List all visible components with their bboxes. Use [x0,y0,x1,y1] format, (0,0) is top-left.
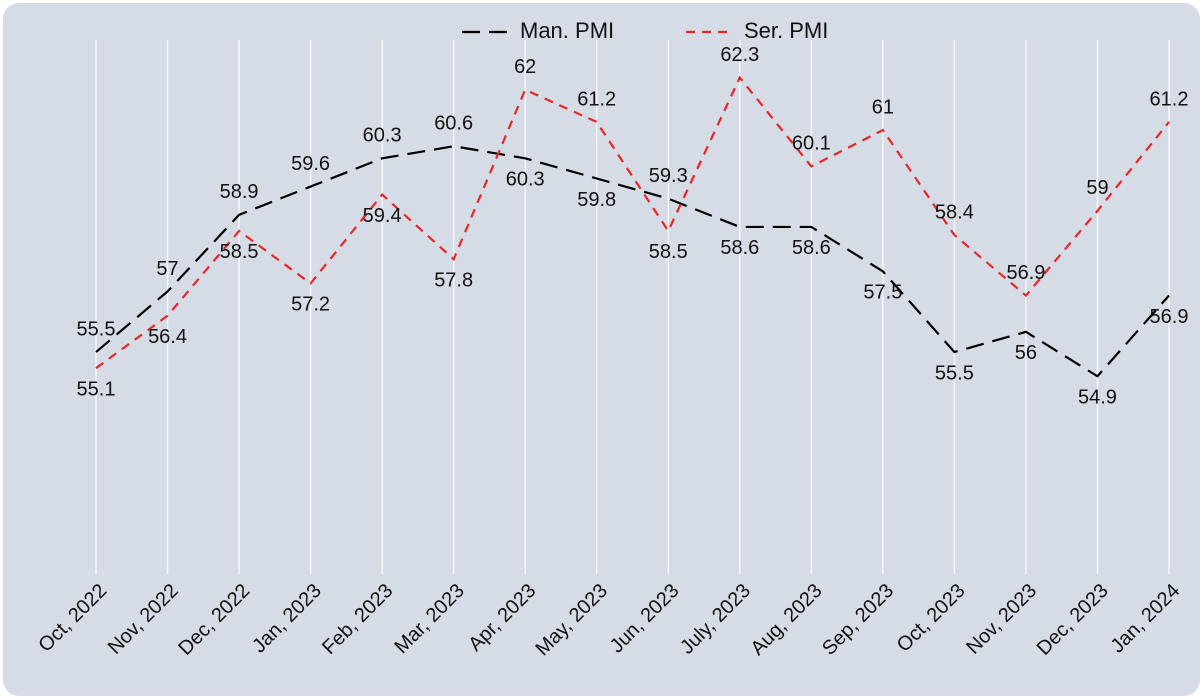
data-label: 61.2 [577,88,616,110]
data-label: 56.9 [1006,262,1045,284]
data-label: 57.5 [863,282,902,304]
data-label: 55.5 [935,362,974,384]
data-label: 60.1 [792,133,831,155]
data-label: 55.1 [77,378,116,400]
data-label: 60.6 [434,112,473,134]
data-label: 61.2 [1150,88,1189,110]
data-label: 59 [1086,177,1108,199]
data-label: 60.3 [363,125,402,147]
data-label: 58.5 [220,241,259,263]
data-label: 55.5 [77,318,116,340]
data-label: 56 [1015,342,1037,364]
data-label: 60.3 [506,169,545,191]
data-label: 59.8 [577,189,616,211]
data-label: 57 [156,258,178,280]
legend-label: Man. PMI [520,18,614,43]
data-label: 56.9 [1150,306,1189,328]
series-line [95,75,1170,370]
data-label: 61 [872,96,894,118]
data-label: 59.6 [291,153,330,175]
data-label: 58.6 [792,237,831,259]
data-label: 57.8 [434,269,473,291]
data-label: 54.9 [1078,387,1117,409]
data-label: 56.4 [148,326,187,348]
series-line [95,145,1170,378]
data-label: 59.3 [649,165,688,187]
data-label: 58.6 [720,237,759,259]
data-label: 62.3 [720,44,759,66]
data-label: 58.4 [935,201,974,223]
data-label: 62 [514,56,536,78]
data-label: 59.4 [363,205,402,227]
legend-label: Ser. PMI [744,18,828,43]
data-label: 58.5 [649,241,688,263]
data-label: 57.2 [291,294,330,316]
data-label: 58.9 [220,181,259,203]
background [3,3,1200,696]
